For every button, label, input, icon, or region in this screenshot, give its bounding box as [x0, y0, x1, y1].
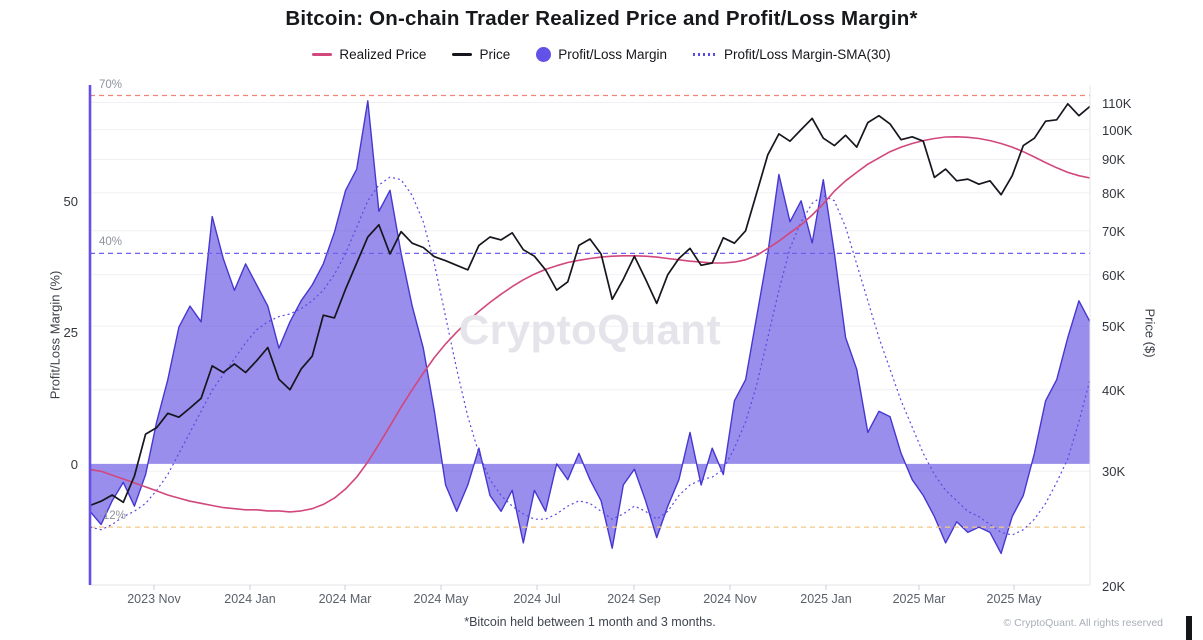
plot-area[interactable] — [90, 85, 1090, 585]
legend-item-profit-loss-margin[interactable]: Profit/Loss Margin — [536, 47, 667, 62]
legend: Realized Price Price Profit/Loss Margin … — [0, 47, 1203, 62]
legend-item-price[interactable]: Price — [452, 47, 510, 62]
price-legend-swatch — [452, 53, 473, 56]
sma-line — [89, 176, 1091, 536]
realized-price-legend-swatch — [312, 53, 333, 56]
legend-item-profit-loss-margin-sma[interactable]: Profit/Loss Margin-SMA(30) — [693, 47, 891, 62]
legend-label: Profit/Loss Margin — [558, 47, 668, 62]
legend-label: Price — [479, 47, 511, 62]
profit-loss-margin-line — [89, 100, 1091, 555]
legend-item-realized-price[interactable]: Realized Price — [312, 47, 426, 62]
price-line — [89, 102, 1091, 507]
legend-label: Realized Price — [339, 47, 427, 62]
profit-loss-margin-sma-legend-swatch — [693, 53, 718, 56]
legend-label: Profit/Loss Margin-SMA(30) — [724, 47, 891, 62]
profit-loss-margin-legend-swatch — [536, 47, 552, 62]
